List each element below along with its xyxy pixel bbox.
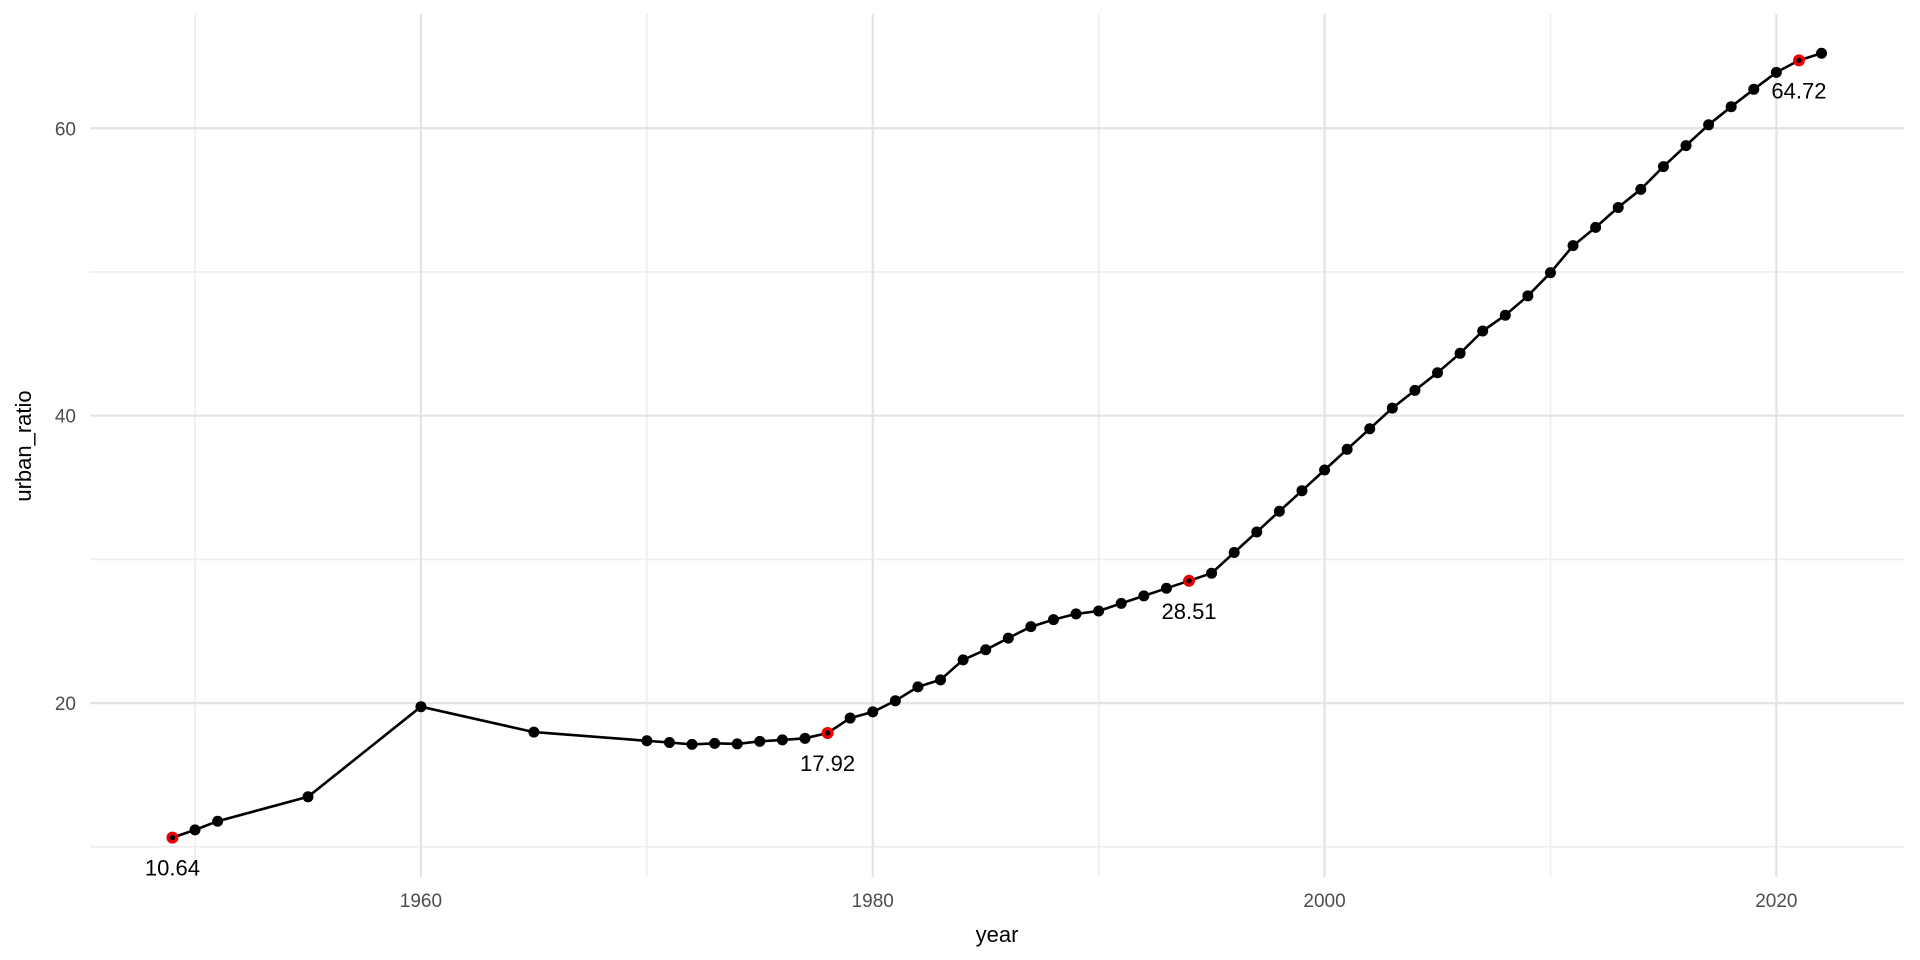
data-point [189, 824, 201, 836]
gridlines-minor [90, 14, 1904, 877]
data-point [709, 737, 721, 749]
x-tick-label: 2020 [1755, 891, 1797, 912]
data-point [1273, 505, 1285, 517]
data-point [415, 701, 427, 713]
highlighted-data-point [821, 726, 834, 739]
data-point [1070, 608, 1082, 620]
data-point [1612, 201, 1624, 213]
y-axis-title: urban_ratio [11, 390, 36, 501]
data-point [1499, 309, 1511, 321]
data-point [1341, 443, 1353, 455]
data-point [1590, 221, 1602, 233]
data-point [1409, 384, 1421, 396]
data-point [302, 791, 314, 803]
highlighted-data-point [1792, 54, 1805, 67]
data-point [1680, 140, 1692, 152]
annotations: 10.64 17.92 28.51 64.72 [145, 78, 1827, 880]
data-point [1454, 347, 1466, 359]
data-point [1657, 161, 1669, 173]
data-point [731, 738, 743, 750]
annotation-label: 17.92 [800, 751, 855, 776]
data-point [889, 695, 901, 707]
x-axis-title: year [976, 922, 1019, 947]
data-point [1319, 464, 1331, 476]
data-point [1296, 485, 1308, 497]
data-point [776, 734, 788, 746]
highlighted-data-point [1183, 574, 1196, 587]
data-point [1703, 119, 1715, 131]
x-axis-tick-labels: 1960 1980 2000 2020 [400, 891, 1798, 912]
data-point [957, 654, 969, 666]
data-point [528, 726, 540, 738]
x-tick-label: 2000 [1303, 891, 1345, 912]
data-point [1725, 101, 1737, 113]
data-point [1251, 526, 1263, 538]
x-tick-label: 1960 [400, 891, 442, 912]
data-point [1748, 83, 1760, 95]
data-point [754, 735, 766, 747]
annotation-label: 10.64 [145, 856, 200, 881]
data-point [641, 735, 653, 747]
data-point [912, 681, 924, 693]
y-axis-tick-labels: 20 40 60 [55, 119, 76, 715]
data-point [867, 706, 879, 718]
data-point [1544, 267, 1556, 279]
data-point [1522, 290, 1534, 302]
data-point [1206, 567, 1218, 579]
gridlines-major [90, 14, 1904, 877]
data-point [1047, 614, 1059, 626]
x-tick-label: 1980 [852, 891, 894, 912]
data-point [1567, 240, 1579, 252]
annotation-label: 28.51 [1161, 599, 1216, 624]
annotation-label: 64.72 [1771, 78, 1826, 103]
data-point [935, 674, 947, 686]
y-tick-label: 60 [55, 119, 76, 140]
data-point [1364, 423, 1376, 435]
data-point [212, 815, 224, 827]
y-tick-label: 20 [55, 694, 76, 715]
data-point [663, 736, 675, 748]
data-series [166, 47, 1828, 844]
data-point [1770, 66, 1782, 78]
y-tick-label: 40 [55, 407, 76, 428]
data-point [686, 738, 698, 750]
data-point [1228, 546, 1240, 558]
data-point [980, 644, 992, 656]
data-point [1816, 47, 1828, 59]
data-point [844, 712, 856, 724]
data-point [1138, 590, 1150, 602]
highlighted-data-point [166, 831, 179, 844]
data-point [1025, 621, 1037, 633]
data-point [1386, 402, 1398, 414]
data-point [1115, 597, 1127, 609]
data-point [1002, 632, 1014, 644]
data-point [1635, 183, 1647, 195]
data-point [1093, 605, 1105, 617]
data-point [1432, 367, 1444, 379]
data-point [1477, 325, 1489, 337]
data-point [1160, 582, 1172, 594]
data-point [799, 732, 811, 744]
